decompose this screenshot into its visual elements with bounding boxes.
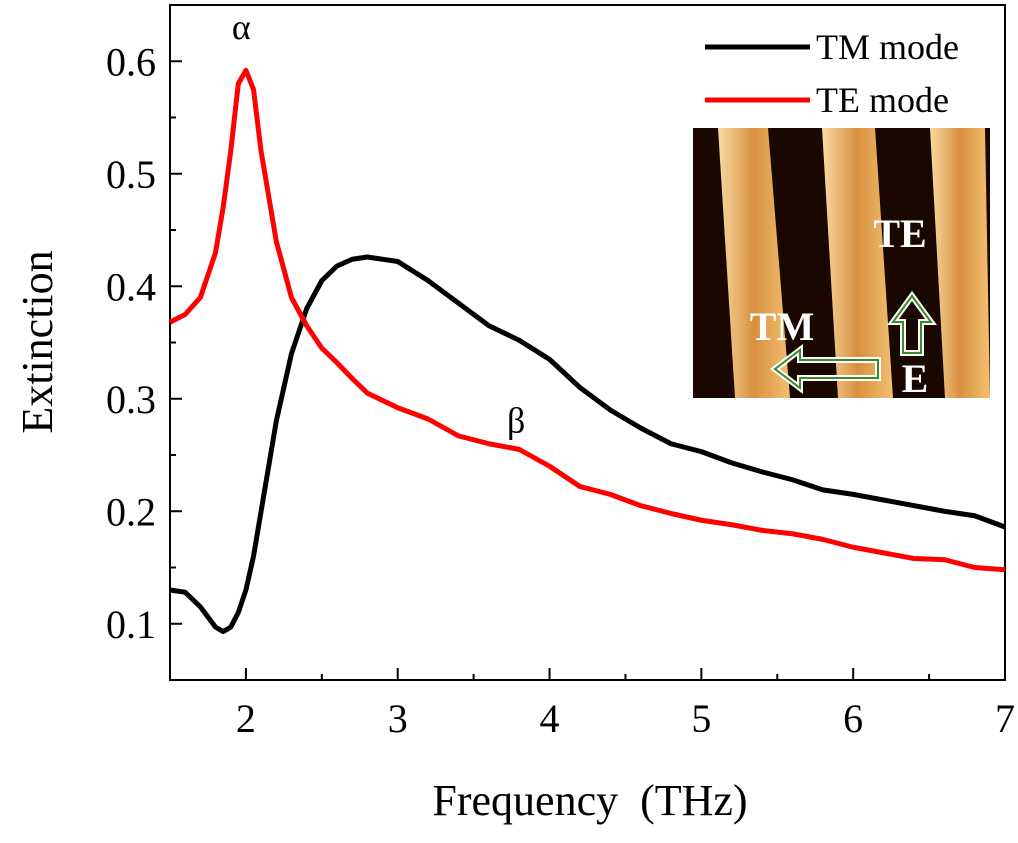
- x-tick-label: 4: [540, 696, 560, 741]
- x-axis-label: Frequency (THz): [432, 776, 747, 825]
- inset-image: TE TM E: [693, 128, 990, 401]
- y-tick-label: 0.5: [106, 152, 156, 197]
- inset-label: TM: [750, 304, 814, 349]
- y-tick-label: 0.3: [106, 377, 156, 422]
- y-tick-label: 0.1: [106, 602, 156, 647]
- x-tick-label: 2: [236, 696, 256, 741]
- y-axis-label: Extinction: [13, 250, 62, 433]
- y-tick-label: 0.4: [106, 264, 156, 309]
- inset-label: E: [902, 356, 929, 401]
- annotation: α: [232, 7, 251, 47]
- y-tick-label: 0.2: [106, 489, 156, 534]
- legend-label: TM mode: [816, 27, 959, 67]
- x-tick-label: 6: [843, 696, 863, 741]
- annotation: β: [507, 401, 525, 441]
- series-line: [169, 254, 1006, 635]
- x-tick-label: 7: [995, 696, 1015, 741]
- legend-label: TE mode: [816, 80, 949, 120]
- series-line: [168, 67, 1006, 573]
- x-tick-label: 3: [388, 696, 408, 741]
- y-tick-label: 0.6: [106, 39, 156, 84]
- x-tick-label: 5: [691, 696, 711, 741]
- inset-label: TE: [873, 211, 926, 256]
